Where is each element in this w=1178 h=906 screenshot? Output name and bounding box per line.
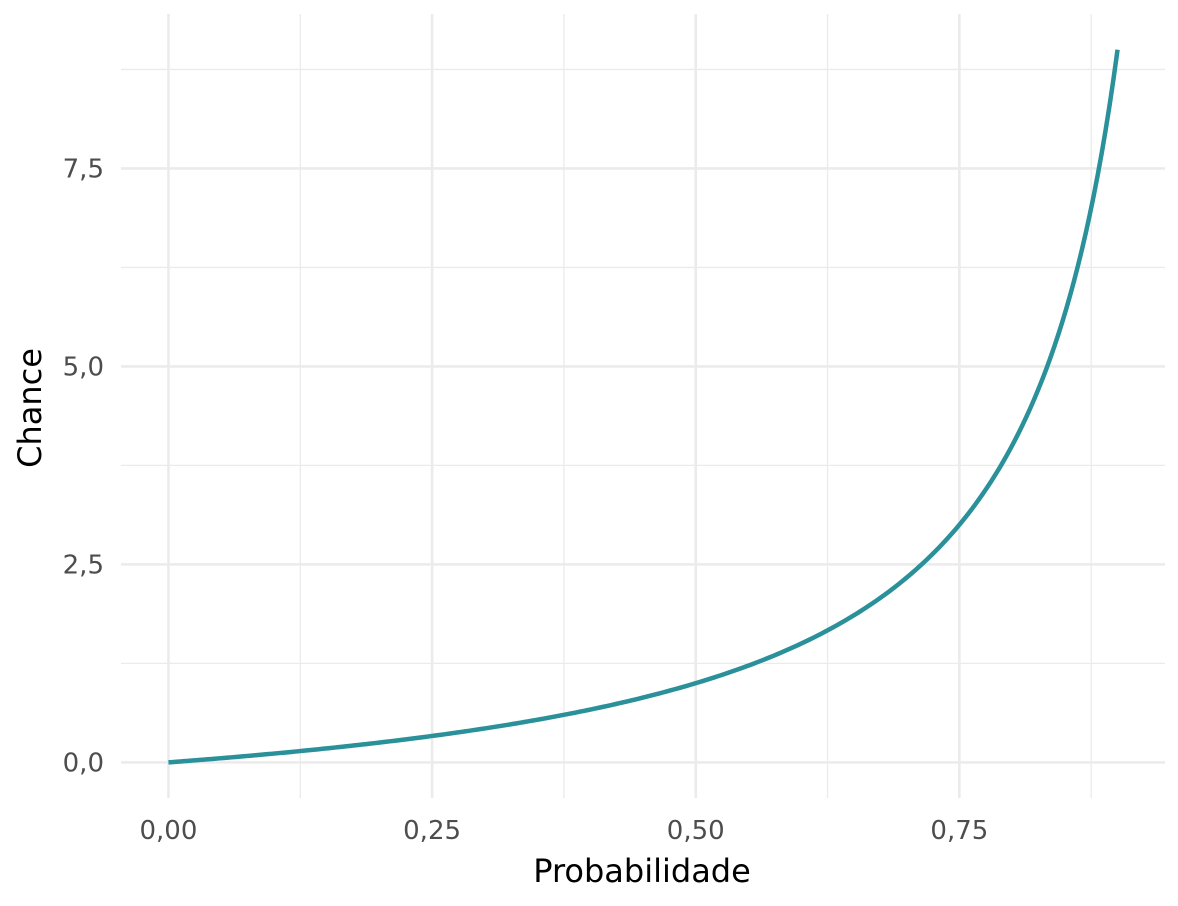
y-tick-label: 2,5 <box>63 550 104 580</box>
tick-labels: 0,00 0,25 0,50 0,75 0,0 2,5 5,0 7,5 <box>63 154 989 846</box>
grid-minor <box>121 14 1165 798</box>
y-tick-label: 7,5 <box>63 154 104 184</box>
y-axis-title: Chance <box>11 348 49 468</box>
y-tick-label: 0,0 <box>63 748 104 778</box>
x-tick-label: 0,50 <box>667 816 725 846</box>
series-line <box>168 49 1120 765</box>
y-tick-label: 5,0 <box>63 352 104 382</box>
x-tick-label: 0,00 <box>140 816 198 846</box>
series-layer <box>168 49 1120 765</box>
x-axis-title: Probabilidade <box>533 852 751 890</box>
x-tick-label: 0,75 <box>930 816 988 846</box>
grid-major <box>121 14 1165 798</box>
x-tick-label: 0,25 <box>403 816 461 846</box>
